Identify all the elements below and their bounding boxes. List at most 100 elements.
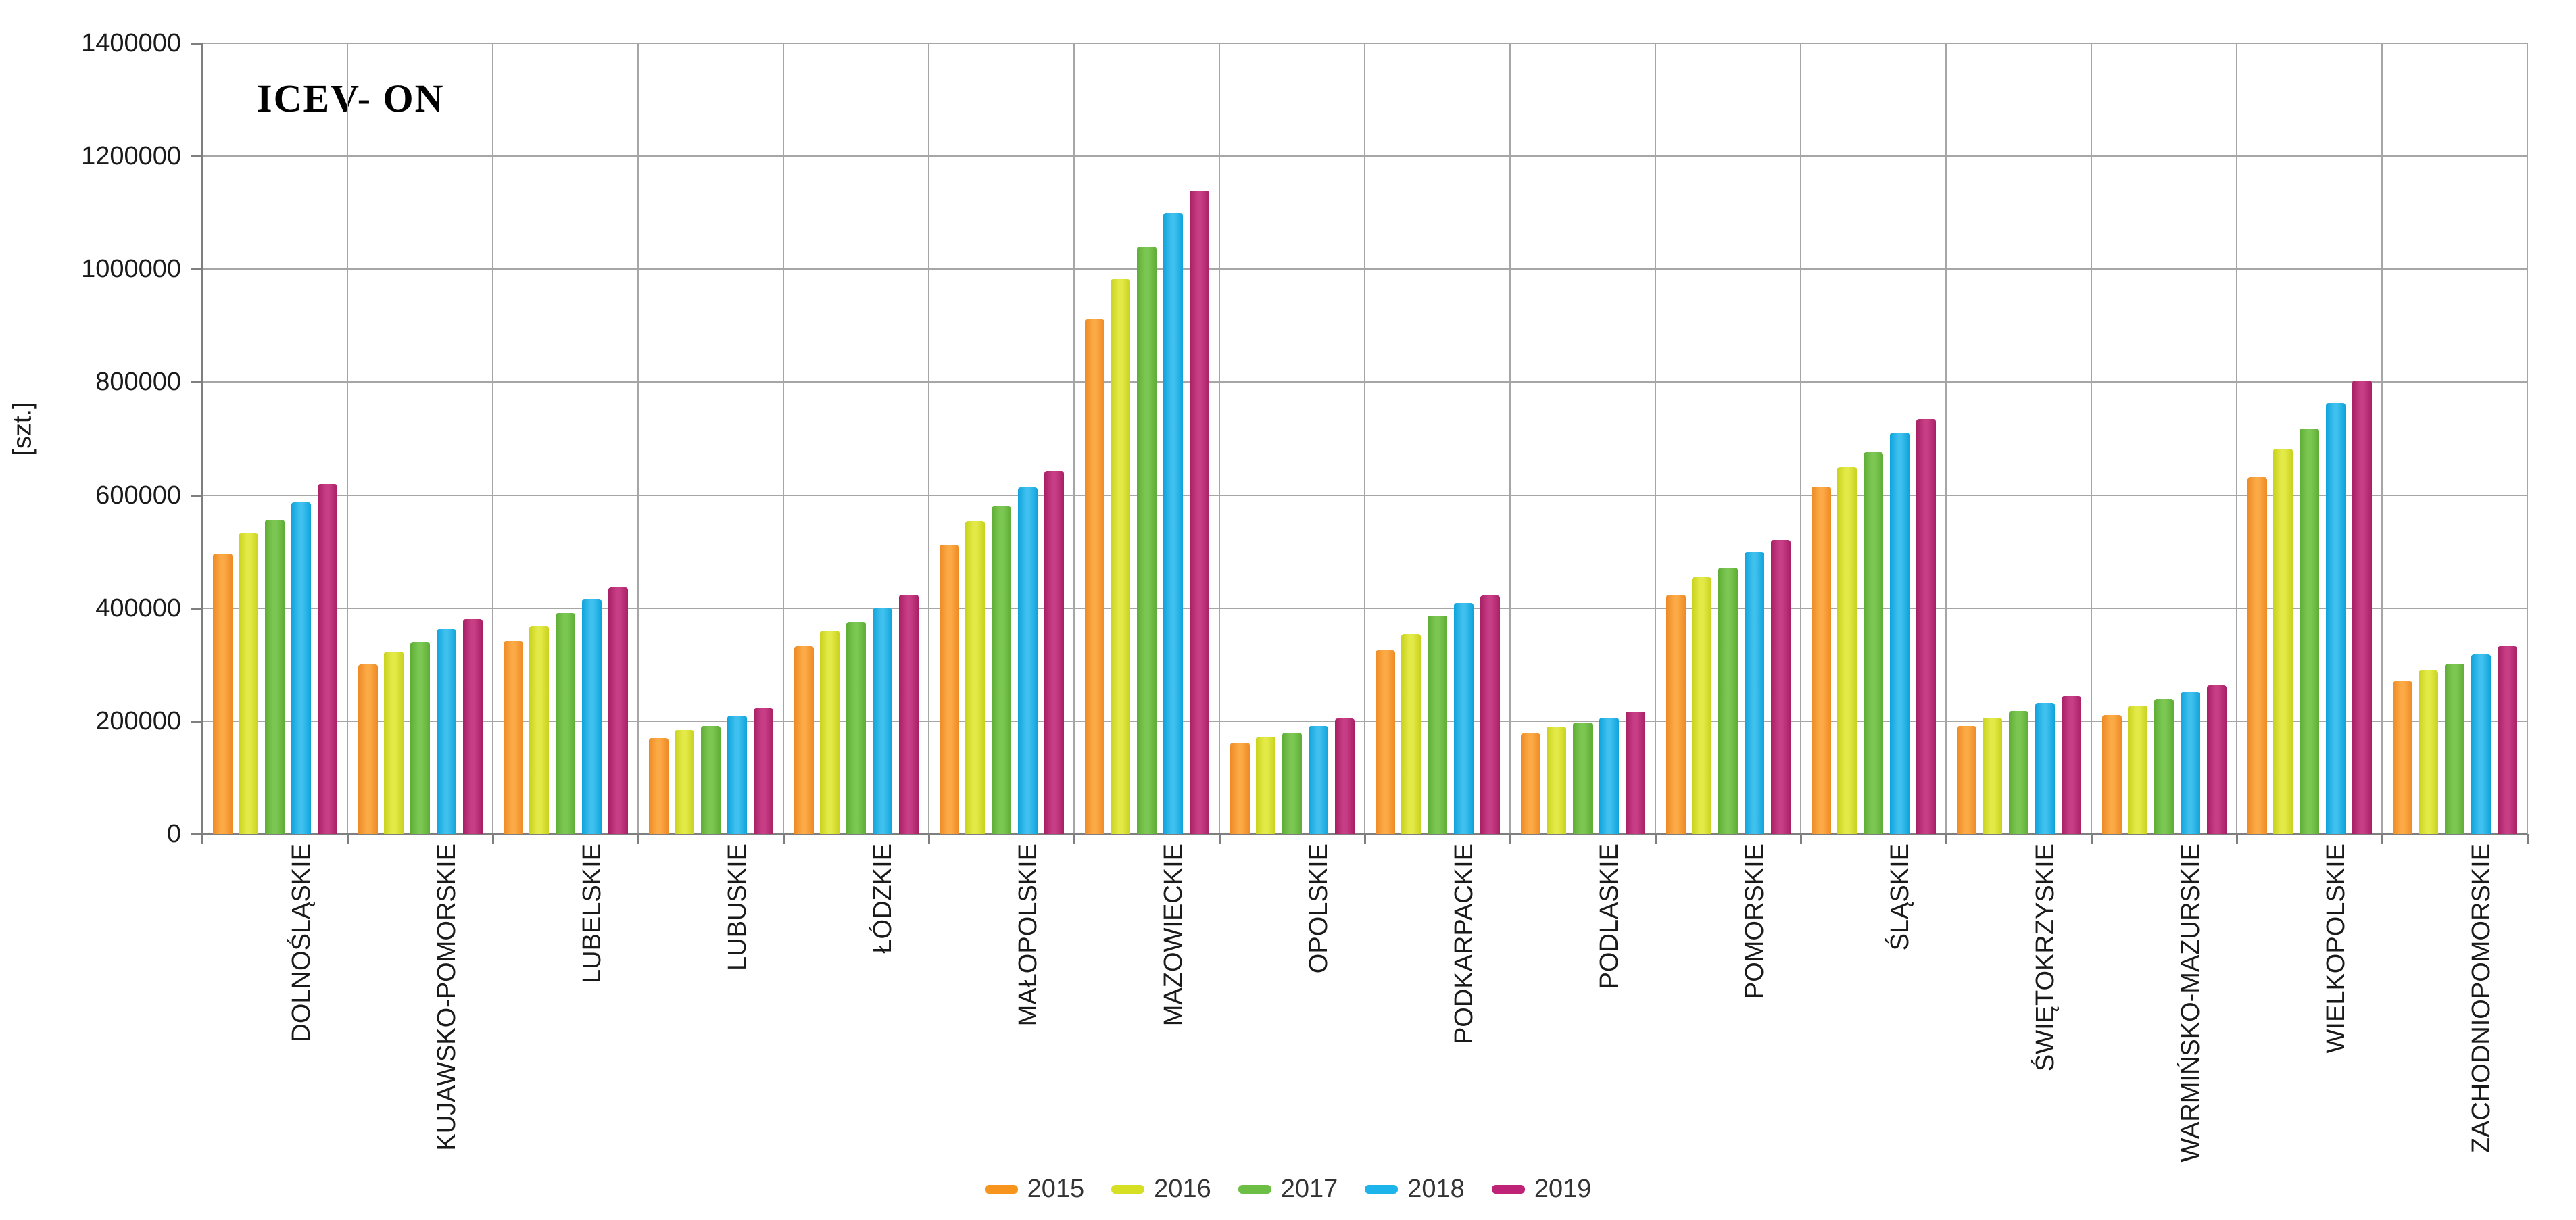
x-category-label: KUJAWSKO-POMORSKIE bbox=[432, 844, 461, 1151]
x-axis-tick bbox=[783, 834, 785, 844]
legend-label: 2019 bbox=[1534, 1175, 1592, 1203]
bar-2017-6 bbox=[992, 506, 1011, 834]
bar-2017-14 bbox=[2154, 699, 2174, 834]
x-axis-tick bbox=[2527, 834, 2529, 844]
v-gridline bbox=[2381, 43, 2383, 834]
bar-2015-1 bbox=[213, 554, 233, 834]
x-category-label: LUBUSKIE bbox=[723, 844, 752, 971]
v-gridline bbox=[492, 43, 493, 834]
y-tick-label: 1200000 bbox=[81, 142, 181, 171]
v-gridline bbox=[2091, 43, 2092, 834]
bar-2019-10 bbox=[1626, 712, 1645, 834]
x-axis-tick bbox=[1509, 834, 1511, 844]
v-gridline bbox=[1945, 43, 1947, 834]
y-axis-tick bbox=[191, 155, 202, 158]
bar-2018-2 bbox=[437, 629, 456, 834]
bar-2018-3 bbox=[582, 599, 602, 834]
v-gridline bbox=[928, 43, 929, 834]
x-category-label: PODKARPACKIE bbox=[1449, 844, 1478, 1045]
x-category-label: PODLASKIE bbox=[1595, 844, 1624, 990]
y-tick-label: 800000 bbox=[95, 368, 181, 397]
y-axis-tick bbox=[191, 720, 202, 723]
x-axis-tick bbox=[1800, 834, 1802, 844]
legend-marker-icon bbox=[1111, 1185, 1145, 1194]
bar-2016-5 bbox=[820, 631, 840, 834]
bar-2016-13 bbox=[1983, 718, 2002, 834]
bar-2016-2 bbox=[384, 652, 404, 834]
bar-2018-11 bbox=[1745, 552, 1764, 834]
legend-label: 2017 bbox=[1280, 1175, 1338, 1203]
v-gridline bbox=[2527, 43, 2528, 834]
bar-2015-2 bbox=[358, 664, 378, 834]
y-axis-tick bbox=[191, 268, 202, 271]
y-tick-label: 1400000 bbox=[81, 29, 181, 57]
bar-2017-1 bbox=[265, 520, 285, 834]
x-axis-tick bbox=[1364, 834, 1366, 844]
bar-2015-3 bbox=[504, 641, 523, 834]
v-gridline bbox=[1364, 43, 1365, 834]
legend-label: 2015 bbox=[1027, 1175, 1085, 1203]
v-gridline bbox=[637, 43, 639, 834]
y-axis-tick bbox=[191, 43, 202, 45]
bar-2019-13 bbox=[2062, 696, 2081, 834]
bar-2015-15 bbox=[2247, 477, 2267, 834]
legend-marker-icon bbox=[1365, 1185, 1399, 1194]
bar-2018-13 bbox=[2035, 703, 2055, 834]
bar-2015-4 bbox=[649, 738, 669, 834]
bar-2016-6 bbox=[965, 521, 985, 834]
x-category-label: OPOLSKIE bbox=[1304, 844, 1333, 974]
y-tick-label: 600000 bbox=[95, 481, 181, 510]
bar-2019-6 bbox=[1044, 471, 1064, 834]
y-axis-tick bbox=[191, 607, 202, 610]
bar-2018-7 bbox=[1163, 213, 1183, 834]
bar-2019-8 bbox=[1335, 718, 1355, 834]
bar-2017-2 bbox=[410, 642, 430, 834]
bar-2018-6 bbox=[1018, 487, 1038, 834]
x-axis-line bbox=[191, 833, 2527, 835]
bar-2017-16 bbox=[2445, 664, 2464, 834]
bar-2015-14 bbox=[2102, 715, 2122, 834]
bar-2017-9 bbox=[1428, 616, 1447, 834]
legend: 2015 2016 2017 2018 2019 bbox=[0, 1175, 2576, 1204]
x-category-label: MAŁOPOLSKIE bbox=[1013, 844, 1042, 1027]
bar-2019-5 bbox=[899, 595, 919, 834]
bar-2019-11 bbox=[1771, 540, 1791, 834]
bar-2018-12 bbox=[1890, 433, 1910, 834]
legend-item-2015: 2015 bbox=[984, 1175, 1085, 1204]
legend-item-2018: 2018 bbox=[1365, 1175, 1465, 1204]
x-category-label: MAZOWIECKIE bbox=[1159, 844, 1188, 1027]
x-category-label: WARMIŃSKO-MAZURSKIE bbox=[2176, 844, 2205, 1163]
v-gridline bbox=[783, 43, 784, 834]
y-tick-label: 200000 bbox=[95, 706, 181, 735]
bar-2019-3 bbox=[608, 587, 628, 834]
y-axis-line bbox=[201, 43, 203, 835]
x-category-label: ZACHODNIOPOMORSKIE bbox=[2466, 844, 2496, 1154]
legend-item-2019: 2019 bbox=[1491, 1175, 1592, 1204]
bar-2016-15 bbox=[2273, 449, 2293, 834]
v-gridline bbox=[1655, 43, 1656, 834]
bar-2016-10 bbox=[1547, 727, 1566, 834]
bar-2015-6 bbox=[940, 545, 959, 834]
bar-2017-3 bbox=[556, 613, 575, 834]
legend-marker-icon bbox=[984, 1185, 1018, 1194]
bar-2018-14 bbox=[2181, 692, 2200, 834]
bar-2017-13 bbox=[2009, 711, 2028, 834]
bar-2019-15 bbox=[2352, 381, 2372, 834]
bar-2018-5 bbox=[873, 608, 892, 834]
x-axis-tick bbox=[1219, 834, 1221, 844]
y-tick-label: 400000 bbox=[95, 593, 181, 623]
legend-marker-icon bbox=[1238, 1185, 1271, 1194]
bar-2018-1 bbox=[291, 502, 311, 834]
legend-marker-icon bbox=[1491, 1185, 1525, 1194]
bar-2015-9 bbox=[1376, 650, 1395, 834]
v-gridline bbox=[347, 43, 348, 834]
bar-2016-16 bbox=[2419, 670, 2438, 834]
x-category-label: POMORSKIE bbox=[1740, 844, 1769, 1000]
bar-2018-4 bbox=[727, 716, 747, 834]
x-axis-tick bbox=[2091, 834, 2093, 844]
bar-2016-4 bbox=[675, 730, 694, 834]
bar-2017-15 bbox=[2300, 429, 2319, 834]
bar-2017-12 bbox=[1864, 452, 1883, 834]
bar-2015-16 bbox=[2393, 681, 2412, 834]
x-category-label: WIELKOPOLSKIE bbox=[2321, 844, 2350, 1054]
